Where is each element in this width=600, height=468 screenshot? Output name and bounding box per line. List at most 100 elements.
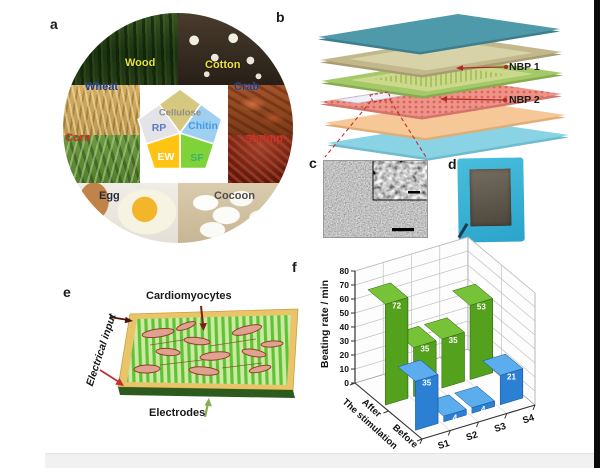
wood-label: Wood — [125, 57, 156, 69]
electrical-input-arrow-bottom — [99, 369, 120, 383]
sem-micrograph — [323, 160, 428, 238]
wheat-label: Wheat — [85, 81, 118, 93]
pentagon-ew-label: EW — [157, 150, 175, 163]
cardiomyocytes-arrowhead-icon — [199, 323, 207, 331]
sem-inset-scale-bar — [408, 191, 420, 194]
egg-image — [63, 183, 178, 243]
bar-value-label: 72 — [392, 301, 401, 310]
bar-value-label: 4 — [453, 413, 458, 422]
electrodes-label: Electrodes — [149, 407, 206, 419]
y-tick-label: 30 — [340, 336, 350, 346]
crab-image — [228, 85, 293, 135]
screenshot-right-edge — [594, 0, 600, 468]
cell-fibers — [149, 337, 263, 369]
bar-value-label: 35 — [449, 336, 458, 345]
category-tick — [419, 438, 423, 445]
electrical-input-arrow-top — [109, 316, 129, 321]
panel-e-label: e — [63, 284, 71, 300]
category-label-S1: S1 — [437, 438, 452, 452]
layer-tan-inner — [349, 41, 533, 71]
egg-label: Egg — [99, 190, 120, 202]
cardiomyocytes-label: Cardiomyocytes — [146, 290, 232, 302]
pentagon-chitin-label: Chitin — [188, 119, 218, 132]
electrodes-arrowhead-icon — [204, 398, 212, 407]
panel-c-label: c — [309, 155, 317, 171]
layer-teal — [318, 14, 560, 52]
pentagon-rp-wedge — [137, 103, 182, 146]
zoom-region-box — [369, 91, 392, 103]
corn-label: Corn — [65, 132, 91, 144]
cocoon-label: Cocoon — [214, 190, 255, 202]
y-tick-label: 60 — [340, 294, 350, 304]
gridline — [354, 236, 536, 294]
sem-border — [323, 160, 428, 238]
y-tick-label: 80 — [340, 266, 350, 276]
shrimp-image — [228, 135, 293, 183]
category-label-S3: S3 — [493, 421, 507, 435]
shrimp-label: Shrimp — [245, 133, 283, 145]
y-tick-label: 20 — [340, 350, 350, 360]
y-tick-label: 50 — [340, 308, 350, 318]
pentagon-sf-label: SF — [190, 151, 204, 164]
material-sources-collage: Cellulose RP Chitin EW SF Wood Cotton Wh… — [63, 13, 293, 243]
zoom-leader-left — [324, 100, 372, 158]
layer-cyan — [327, 120, 569, 158]
bar-front-After-S1 — [385, 297, 409, 406]
corn-image — [63, 135, 140, 183]
chip-front-edge — [118, 387, 295, 398]
zoom-leader-right — [389, 99, 427, 158]
y-axis-title: Beating rate / min — [319, 280, 331, 368]
bar-top-After-S3 — [423, 317, 465, 340]
panel-a-label: a — [50, 16, 58, 32]
nbp1-callout-dot-icon — [503, 64, 509, 70]
category-tick — [476, 421, 479, 428]
screenshot-bottom-strip — [45, 453, 594, 468]
sem-inset-border — [372, 160, 428, 201]
electrode-array-schematic — [99, 305, 299, 418]
y-tick-label: 0 — [344, 378, 349, 388]
bar-top-Before-S3 — [453, 386, 496, 408]
bar-value-label: 35 — [420, 345, 429, 354]
y-tick-label: 40 — [340, 322, 350, 332]
sem-inset-image — [373, 160, 428, 200]
electrical-input-arrowhead-bottom-icon — [115, 378, 124, 386]
material-pentagon — [137, 88, 223, 170]
panel-b-label: b — [276, 9, 285, 25]
cardiomyocytes-arrow — [200, 305, 204, 326]
category-tick — [447, 430, 451, 436]
panel-d-label: d — [448, 156, 457, 172]
panel-f-label: f — [292, 259, 297, 275]
category-label-S4: S4 — [521, 412, 536, 426]
gridline — [354, 250, 536, 308]
nbp2-label: NBP 2 — [509, 94, 540, 106]
layer-orange — [324, 100, 566, 138]
nbp2-callout-dot-icon — [502, 97, 508, 103]
bar-value-label: 35 — [422, 378, 431, 387]
cardiomyocyte-cells — [133, 321, 284, 376]
nbp1-arrowhead-icon — [456, 65, 463, 71]
wood-image — [63, 13, 178, 85]
bar-top-Before-S1 — [397, 359, 439, 382]
depth-tick — [349, 382, 356, 386]
depth-tick — [383, 410, 389, 414]
y-tick-label: 70 — [340, 280, 350, 290]
bar-value-label: 4 — [481, 405, 486, 414]
category-tick — [504, 413, 508, 419]
bar-value-label: 53 — [477, 303, 486, 312]
cotton-image — [178, 13, 293, 85]
layer-green-texture — [374, 66, 507, 88]
bar-value-label: 21 — [507, 373, 516, 382]
nbp1-callout-line — [461, 66, 505, 69]
cocoon-image — [178, 183, 293, 243]
category-label-S2: S2 — [465, 429, 479, 443]
beating-rate-3d-bar-chart: 0 10 20 30 40 50 60 70 80 Beating rate / min 53 35 3… — [319, 236, 536, 452]
y-tick-label: 10 — [340, 364, 350, 374]
pentagon-rp-label: RP — [151, 121, 167, 134]
nbp2-callout-line — [445, 98, 504, 101]
cotton-label: Cotton — [205, 59, 241, 71]
nbp2-arrowhead-icon — [440, 96, 447, 102]
bar-top-After-S1 — [367, 282, 409, 305]
category-tick — [532, 404, 536, 411]
sem-scale-bar — [392, 228, 414, 232]
